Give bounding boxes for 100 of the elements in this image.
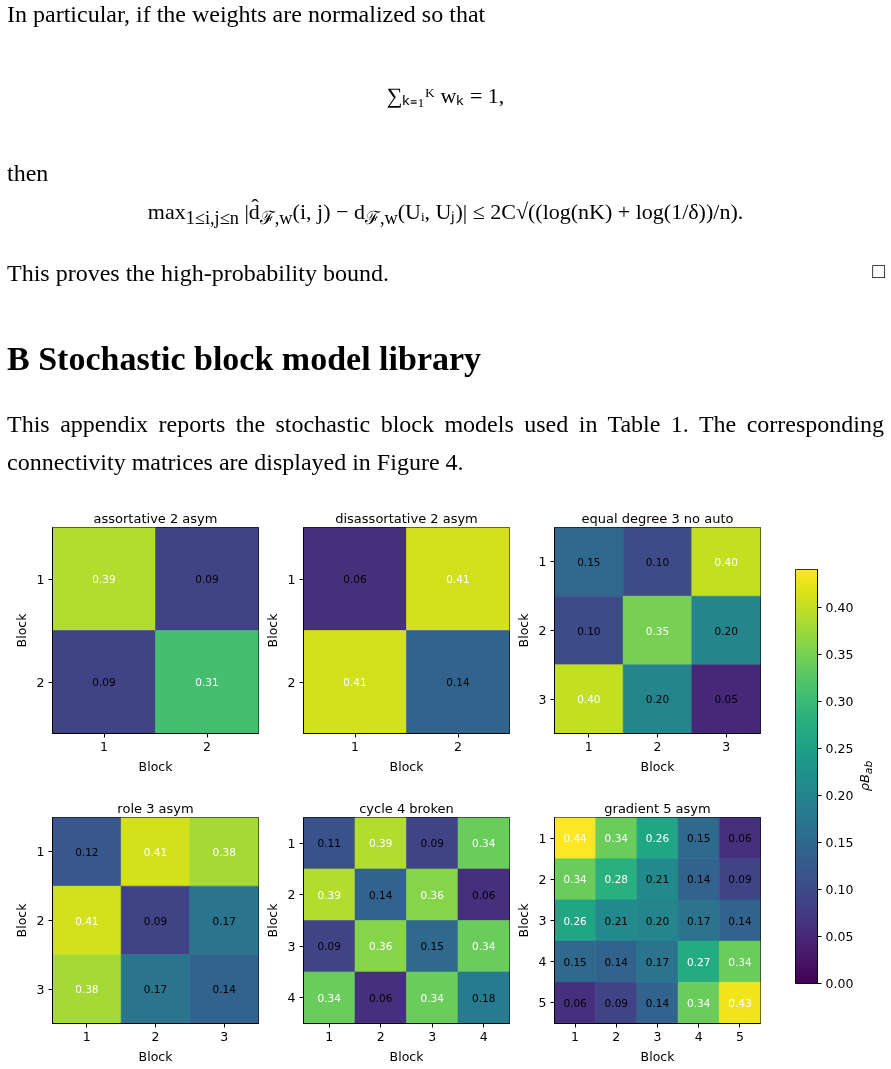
y-tick-label: 1 xyxy=(36,844,45,860)
text: This appendix reports the stochastic block models used in Table 1. The corresponding connectivity matrices are displayed in Figure 4. xyxy=(7,410,884,477)
x-tick-label: 1 xyxy=(100,738,108,754)
x-tick-label: 3 xyxy=(722,738,731,754)
data-label: 0.40 xyxy=(714,555,738,568)
y-tick-label: 2 xyxy=(36,913,45,928)
color-bar-label: 0.20 xyxy=(825,787,854,803)
data-label: 0.14 xyxy=(369,888,393,901)
x-tick-label: 2 xyxy=(653,738,662,754)
data-label: 0.09 xyxy=(195,573,219,585)
data-label: 0.34 xyxy=(472,940,496,953)
data-label: 0.09 xyxy=(420,837,444,850)
data-label: 0.17 xyxy=(645,955,670,968)
text: B Stochastic block model library xyxy=(7,339,483,379)
data-label: 0.41 xyxy=(446,573,470,585)
y-tick-label: 1 xyxy=(538,554,547,570)
chart-title: disassortative 2 asym xyxy=(335,510,478,526)
y-axis-title: Block xyxy=(515,612,531,648)
chart-title: equal degree 3 no auto xyxy=(581,510,734,526)
data-label: 0.06 xyxy=(343,573,368,585)
data-label: 0.05 xyxy=(714,693,738,706)
data-label: 0.34 xyxy=(563,873,588,886)
x-tick-label: 1 xyxy=(571,1028,580,1044)
y-tick-label: 3 xyxy=(538,913,547,928)
data-label: 0.39 xyxy=(317,888,341,901)
data-label: 0.20 xyxy=(645,693,670,706)
y-tick-label: 2 xyxy=(538,871,547,887)
color-bar-label: 0.10 xyxy=(825,881,854,897)
x-tick-label: 3 xyxy=(653,1028,662,1044)
data-label: 0.14 xyxy=(604,955,629,968)
data-label: 0.38 xyxy=(212,845,236,858)
data-label: 0.34 xyxy=(728,955,752,968)
text: In particular, if the weights are normalized so that xyxy=(7,1,487,27)
data-label: 0.41 xyxy=(75,914,99,927)
x-tick-label: 2 xyxy=(151,1028,160,1044)
x-tick-label: 1 xyxy=(351,738,359,754)
data-label: 0.41 xyxy=(143,845,168,858)
data-label: 0.21 xyxy=(645,873,670,886)
y-axis-title: Block xyxy=(13,612,29,648)
data-label: 0.20 xyxy=(714,624,738,637)
chart-title: gradient 5 asym xyxy=(604,800,711,816)
color-bar-label: 0.15 xyxy=(825,834,854,850)
x-tick-label: 2 xyxy=(203,738,211,754)
y-axis-title: Block xyxy=(13,902,29,938)
data-label: 0.09 xyxy=(92,676,116,688)
x-tick-label: 2 xyxy=(612,1028,621,1044)
data-label: 0.34 xyxy=(687,996,711,1009)
data-label: 0.26 xyxy=(645,832,670,845)
text: This proves the high-probability bound. xyxy=(7,260,390,286)
y-axis-title: Block xyxy=(264,902,280,938)
text: ∑ₖ₌₁ᴷ wₖ = 1, xyxy=(385,83,506,109)
data-label: 0.09 xyxy=(143,914,168,927)
y-tick-label: 3 xyxy=(36,981,45,997)
text: max$_{1≤i,j≤n}$ |d̂$_{ℱ,w}$(i, j) − d$_{ℱ,w}$(Uᵢ, Uⱼ)| ≤ 2C√((log(nK) + log(1/δ))/n). xyxy=(146,199,745,231)
data-label: 0.15 xyxy=(420,940,444,953)
y-axis-title: Block xyxy=(264,612,280,648)
color-bar-label: 0.35 xyxy=(825,646,854,662)
text: □ xyxy=(871,258,885,284)
x-tick-label: 5 xyxy=(735,1028,744,1044)
x-tick-label: 3 xyxy=(220,1028,229,1044)
data-label: 0.43 xyxy=(728,996,752,1009)
data-label: 0.17 xyxy=(143,983,168,996)
data-label: 0.06 xyxy=(369,991,393,1004)
data-label: 0.18 xyxy=(472,991,496,1004)
data-label: 0.15 xyxy=(687,832,711,845)
x-axis-title: Block xyxy=(138,758,174,774)
data-label: 0.44 xyxy=(563,832,588,845)
color-bar-label: 0.25 xyxy=(825,740,854,756)
text: then xyxy=(7,160,50,186)
data-label: 0.41 xyxy=(343,676,367,688)
data-label: 0.06 xyxy=(472,888,496,901)
data-label: 0.34 xyxy=(317,991,342,1004)
x-tick-label: 1 xyxy=(82,1028,91,1044)
y-tick-label: 1 xyxy=(538,830,547,846)
chart-title: assortative 2 asym xyxy=(93,510,218,526)
data-label: 0.20 xyxy=(645,914,670,927)
data-label: 0.14 xyxy=(446,676,471,688)
data-label: 0.34 xyxy=(420,991,445,1004)
x-tick-label: 4 xyxy=(479,1028,488,1044)
data-label: 0.09 xyxy=(317,940,341,953)
x-axis-title: Block xyxy=(640,758,676,774)
data-label: 0.34 xyxy=(604,832,629,845)
x-axis-title: Block xyxy=(389,1048,425,1064)
data-label: 0.06 xyxy=(728,832,752,845)
x-axis-title: Block xyxy=(640,1048,676,1064)
x-axis-title: Block xyxy=(138,1048,174,1064)
y-tick-label: 2 xyxy=(287,674,296,690)
y-tick-label: 1 xyxy=(36,571,45,587)
x-axis-title: Block xyxy=(389,758,425,774)
y-tick-label: 2 xyxy=(36,674,45,690)
chart-title: cycle 4 broken xyxy=(359,800,454,816)
y-axis-title: Block xyxy=(515,902,531,938)
y-tick-label: 4 xyxy=(287,990,296,1006)
y-tick-label: 3 xyxy=(538,691,547,707)
data-label: 0.12 xyxy=(75,845,99,858)
y-tick-label: 2 xyxy=(287,887,296,903)
y-tick-label: 3 xyxy=(287,938,296,954)
data-label: 0.40 xyxy=(577,693,601,706)
x-tick-label: 2 xyxy=(454,738,462,754)
data-label: 0.27 xyxy=(687,955,711,968)
